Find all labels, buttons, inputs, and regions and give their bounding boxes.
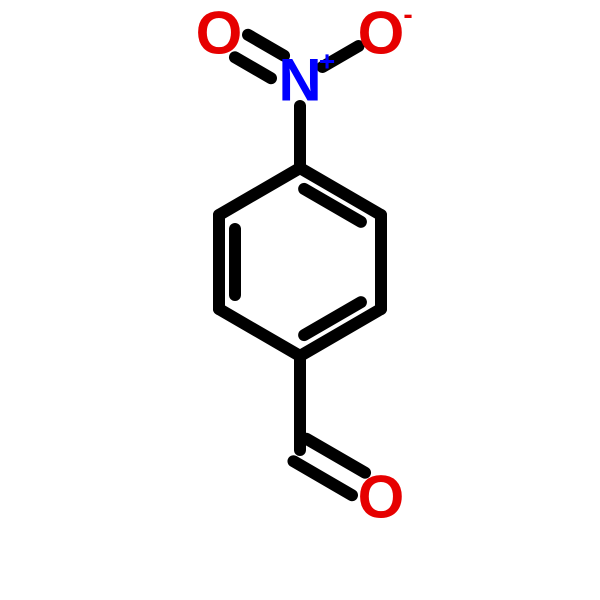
molecule-diagram: N+OO-O [0,0,600,600]
atom-label-o3: O [358,464,405,531]
charge-label-o2: - [403,0,412,29]
atom-label-o1: O [196,0,243,67]
atom-label-n: N [278,47,321,114]
charge-label-n: + [319,45,335,76]
atom-label-o2: O [358,0,405,67]
